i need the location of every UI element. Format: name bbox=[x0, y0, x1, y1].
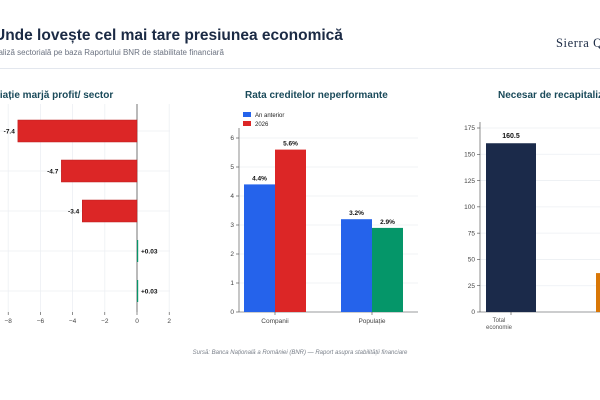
chart1-title: riație marjă profit/ sector bbox=[0, 90, 114, 101]
chart2-bar-label: 4.4% bbox=[252, 175, 267, 182]
chart3-bar bbox=[596, 273, 600, 312]
chart2-legend-swatch bbox=[243, 112, 251, 117]
chart2-tick-label: 3 bbox=[230, 222, 234, 229]
chart3-tick-label: 100 bbox=[464, 204, 475, 211]
chart1-tick-label: −8 bbox=[4, 318, 12, 325]
chart3-tick-label: 50 bbox=[468, 257, 476, 264]
chart2-legend-label: An anterior bbox=[255, 113, 284, 119]
chart1-tick-label: 0 bbox=[135, 318, 139, 325]
chart3-category-label: economie bbox=[486, 325, 513, 331]
page-title: Unde lovește cel mai tare presiunea econ… bbox=[0, 27, 343, 44]
chart1-tick-label: 2 bbox=[167, 318, 171, 325]
page-subtitle: naliză sectorială pe baza Raportului BNR… bbox=[0, 48, 224, 57]
chart3-tick-label: 75 bbox=[468, 230, 476, 237]
chart1-bar-label: -4.7 bbox=[47, 169, 59, 176]
chart2-bar-label: 2.9% bbox=[380, 219, 395, 226]
chart1-bar bbox=[137, 240, 139, 262]
chart3-category-label: Total bbox=[493, 318, 506, 324]
chart1-bar-label: -7.4 bbox=[4, 129, 16, 136]
chart2-bar-label: 5.6% bbox=[283, 141, 298, 148]
chart3-title: Necesar de recapitaliza bbox=[498, 90, 600, 101]
chart3-tick-label: 0 bbox=[471, 309, 475, 316]
chart1-bar-label: +0.03 bbox=[141, 289, 158, 296]
chart1-bar bbox=[17, 119, 138, 143]
chart1-bar-label: -3.4 bbox=[68, 209, 80, 216]
chart2-bar bbox=[275, 149, 306, 312]
chart2-category-label: Companii bbox=[261, 318, 288, 325]
chart2-legend-swatch bbox=[243, 121, 251, 126]
chart2-tick-label: 6 bbox=[230, 135, 234, 142]
chart2-tick-label: 4 bbox=[230, 193, 234, 200]
brand-logo: Sierra Q bbox=[556, 36, 600, 50]
chart3-bar bbox=[486, 143, 536, 312]
chart2-bar-label: 3.2% bbox=[349, 210, 364, 217]
chart2-bar bbox=[244, 184, 275, 312]
chart2-bar bbox=[372, 227, 403, 312]
chart1-tick-label: −4 bbox=[69, 318, 77, 325]
chart1-tick-label: −6 bbox=[37, 318, 45, 325]
chart3-tick-label: 125 bbox=[464, 178, 475, 185]
chart2-tick-label: 5 bbox=[230, 164, 234, 171]
chart1-bar bbox=[61, 159, 138, 183]
chart2-tick-label: 1 bbox=[230, 280, 234, 287]
chart3-tick-label: 150 bbox=[464, 151, 475, 158]
page-header: Unde lovește cel mai tare presiunea econ… bbox=[0, 0, 600, 69]
chart2-tick-label: 0 bbox=[230, 309, 234, 316]
chart1-tick-label: −2 bbox=[101, 318, 109, 325]
chart1-bar bbox=[82, 199, 138, 223]
chart2-bar bbox=[341, 219, 372, 312]
chart2-tick-label: 2 bbox=[230, 251, 234, 258]
chart2-title: Rata creditelor neperformante bbox=[245, 90, 388, 101]
chart3-tick-label: 175 bbox=[464, 125, 475, 132]
source-note: Sursă: Banca Națională a României (BNR) … bbox=[192, 350, 408, 356]
chart3-tick-label: 25 bbox=[468, 283, 476, 290]
chart2-category-label: Populație bbox=[358, 318, 385, 325]
chart1-bar-label: +0.03 bbox=[141, 249, 158, 256]
chart1-bar bbox=[137, 280, 139, 302]
chart3-bar-label: 160.5 bbox=[502, 133, 520, 140]
chart2-legend-label: 2026 bbox=[255, 122, 269, 128]
